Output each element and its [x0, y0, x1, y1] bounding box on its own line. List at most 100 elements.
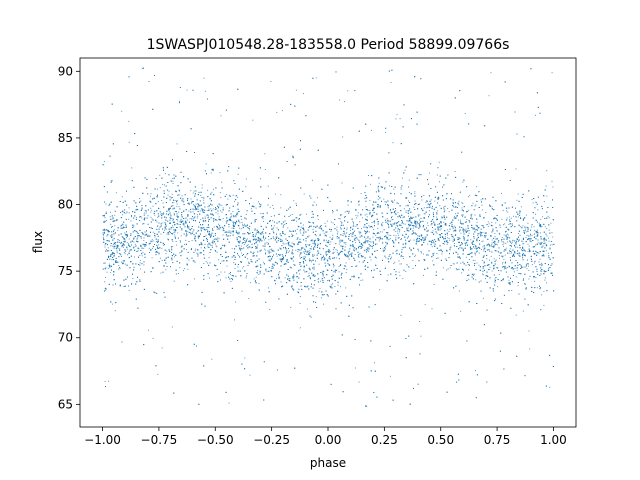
scatter-point	[520, 206, 522, 208]
scatter-point	[472, 202, 474, 204]
scatter-point	[104, 381, 106, 382]
scatter-point	[254, 238, 256, 240]
scatter-point	[204, 90, 206, 92]
scatter-point	[130, 216, 132, 218]
scatter-point	[216, 246, 218, 248]
scatter-point	[522, 256, 524, 258]
scatter-point	[545, 250, 547, 252]
scatter-point	[231, 248, 233, 250]
scatter-point	[218, 223, 220, 225]
scatter-point	[143, 240, 145, 241]
scatter-point	[412, 267, 414, 269]
scatter-point	[348, 258, 350, 260]
scatter-point	[340, 241, 342, 243]
scatter-point	[124, 240, 126, 242]
scatter-point	[123, 221, 125, 223]
scatter-point	[464, 113, 466, 114]
scatter-point	[550, 222, 552, 224]
scatter-point	[300, 242, 302, 243]
scatter-point	[191, 240, 193, 241]
scatter-point	[147, 215, 149, 217]
scatter-point	[385, 203, 386, 205]
scatter-point	[296, 233, 298, 235]
scatter-point	[438, 238, 440, 240]
scatter-point	[111, 259, 113, 261]
scatter-point	[142, 251, 144, 253]
scatter-point	[485, 212, 487, 213]
scatter-point	[468, 278, 470, 280]
scatter-point	[241, 252, 243, 254]
scatter-point	[295, 202, 297, 204]
scatter-point	[447, 234, 448, 236]
scatter-point	[214, 243, 216, 245]
scatter-point	[308, 272, 310, 274]
scatter-point	[428, 210, 430, 212]
scatter-point	[525, 231, 527, 233]
scatter-point	[531, 264, 533, 266]
scatter-point	[537, 209, 539, 211]
scatter-point	[224, 271, 226, 273]
scatter-point	[201, 184, 203, 186]
scatter-point	[297, 251, 299, 253]
scatter-point	[264, 245, 266, 247]
scatter-point	[481, 209, 483, 211]
scatter-point	[237, 266, 239, 268]
scatter-point	[308, 258, 310, 260]
scatter-point	[270, 216, 272, 217]
scatter-point	[322, 294, 324, 296]
scatter-point	[493, 245, 495, 247]
scatter-point	[527, 238, 529, 240]
scatter-point	[300, 213, 302, 215]
scatter-point	[200, 195, 202, 196]
scatter-point	[402, 217, 404, 219]
scatter-point	[483, 262, 485, 264]
scatter-point	[103, 161, 105, 162]
scatter-point	[345, 287, 347, 289]
scatter-point	[241, 242, 243, 244]
scatter-point	[414, 193, 416, 195]
scatter-point	[125, 212, 127, 214]
scatter-point	[506, 236, 507, 238]
scatter-point	[104, 220, 106, 222]
scatter-point	[217, 213, 219, 215]
scatter-point	[316, 247, 318, 248]
scatter-point	[276, 227, 278, 229]
scatter-point	[216, 228, 218, 230]
scatter-point	[107, 267, 109, 269]
scatter-point	[441, 236, 443, 237]
scatter-point	[356, 209, 357, 211]
scatter-point	[419, 219, 421, 221]
scatter-point	[210, 172, 212, 174]
scatter-point	[184, 243, 185, 245]
scatter-point	[390, 200, 392, 202]
scatter-point	[536, 287, 538, 289]
scatter-point	[318, 290, 320, 292]
scatter-point	[397, 230, 399, 232]
scatter-point	[494, 244, 496, 246]
scatter-point	[345, 272, 347, 274]
scatter-point	[208, 208, 210, 210]
scatter-point	[257, 244, 259, 246]
scatter-point	[493, 258, 495, 260]
scatter-point	[218, 238, 220, 240]
scatter-point	[330, 241, 332, 243]
scatter-point	[522, 257, 523, 259]
scatter-point	[408, 200, 409, 202]
scatter-point	[205, 163, 207, 165]
scatter-point	[395, 231, 397, 233]
scatter-point	[169, 210, 170, 212]
scatter-point	[176, 206, 178, 208]
scatter-point	[177, 232, 179, 234]
scatter-point	[485, 235, 487, 237]
scatter-point	[403, 208, 405, 210]
scatter-point	[390, 235, 392, 236]
scatter-point	[477, 235, 479, 237]
scatter-point	[121, 196, 123, 198]
scatter-point	[313, 276, 315, 277]
scatter-point	[173, 214, 175, 216]
scatter-point	[180, 219, 182, 221]
scatter-point	[249, 240, 251, 242]
scatter-point	[226, 265, 228, 267]
scatter-point	[423, 213, 425, 215]
scatter-point	[132, 224, 134, 226]
